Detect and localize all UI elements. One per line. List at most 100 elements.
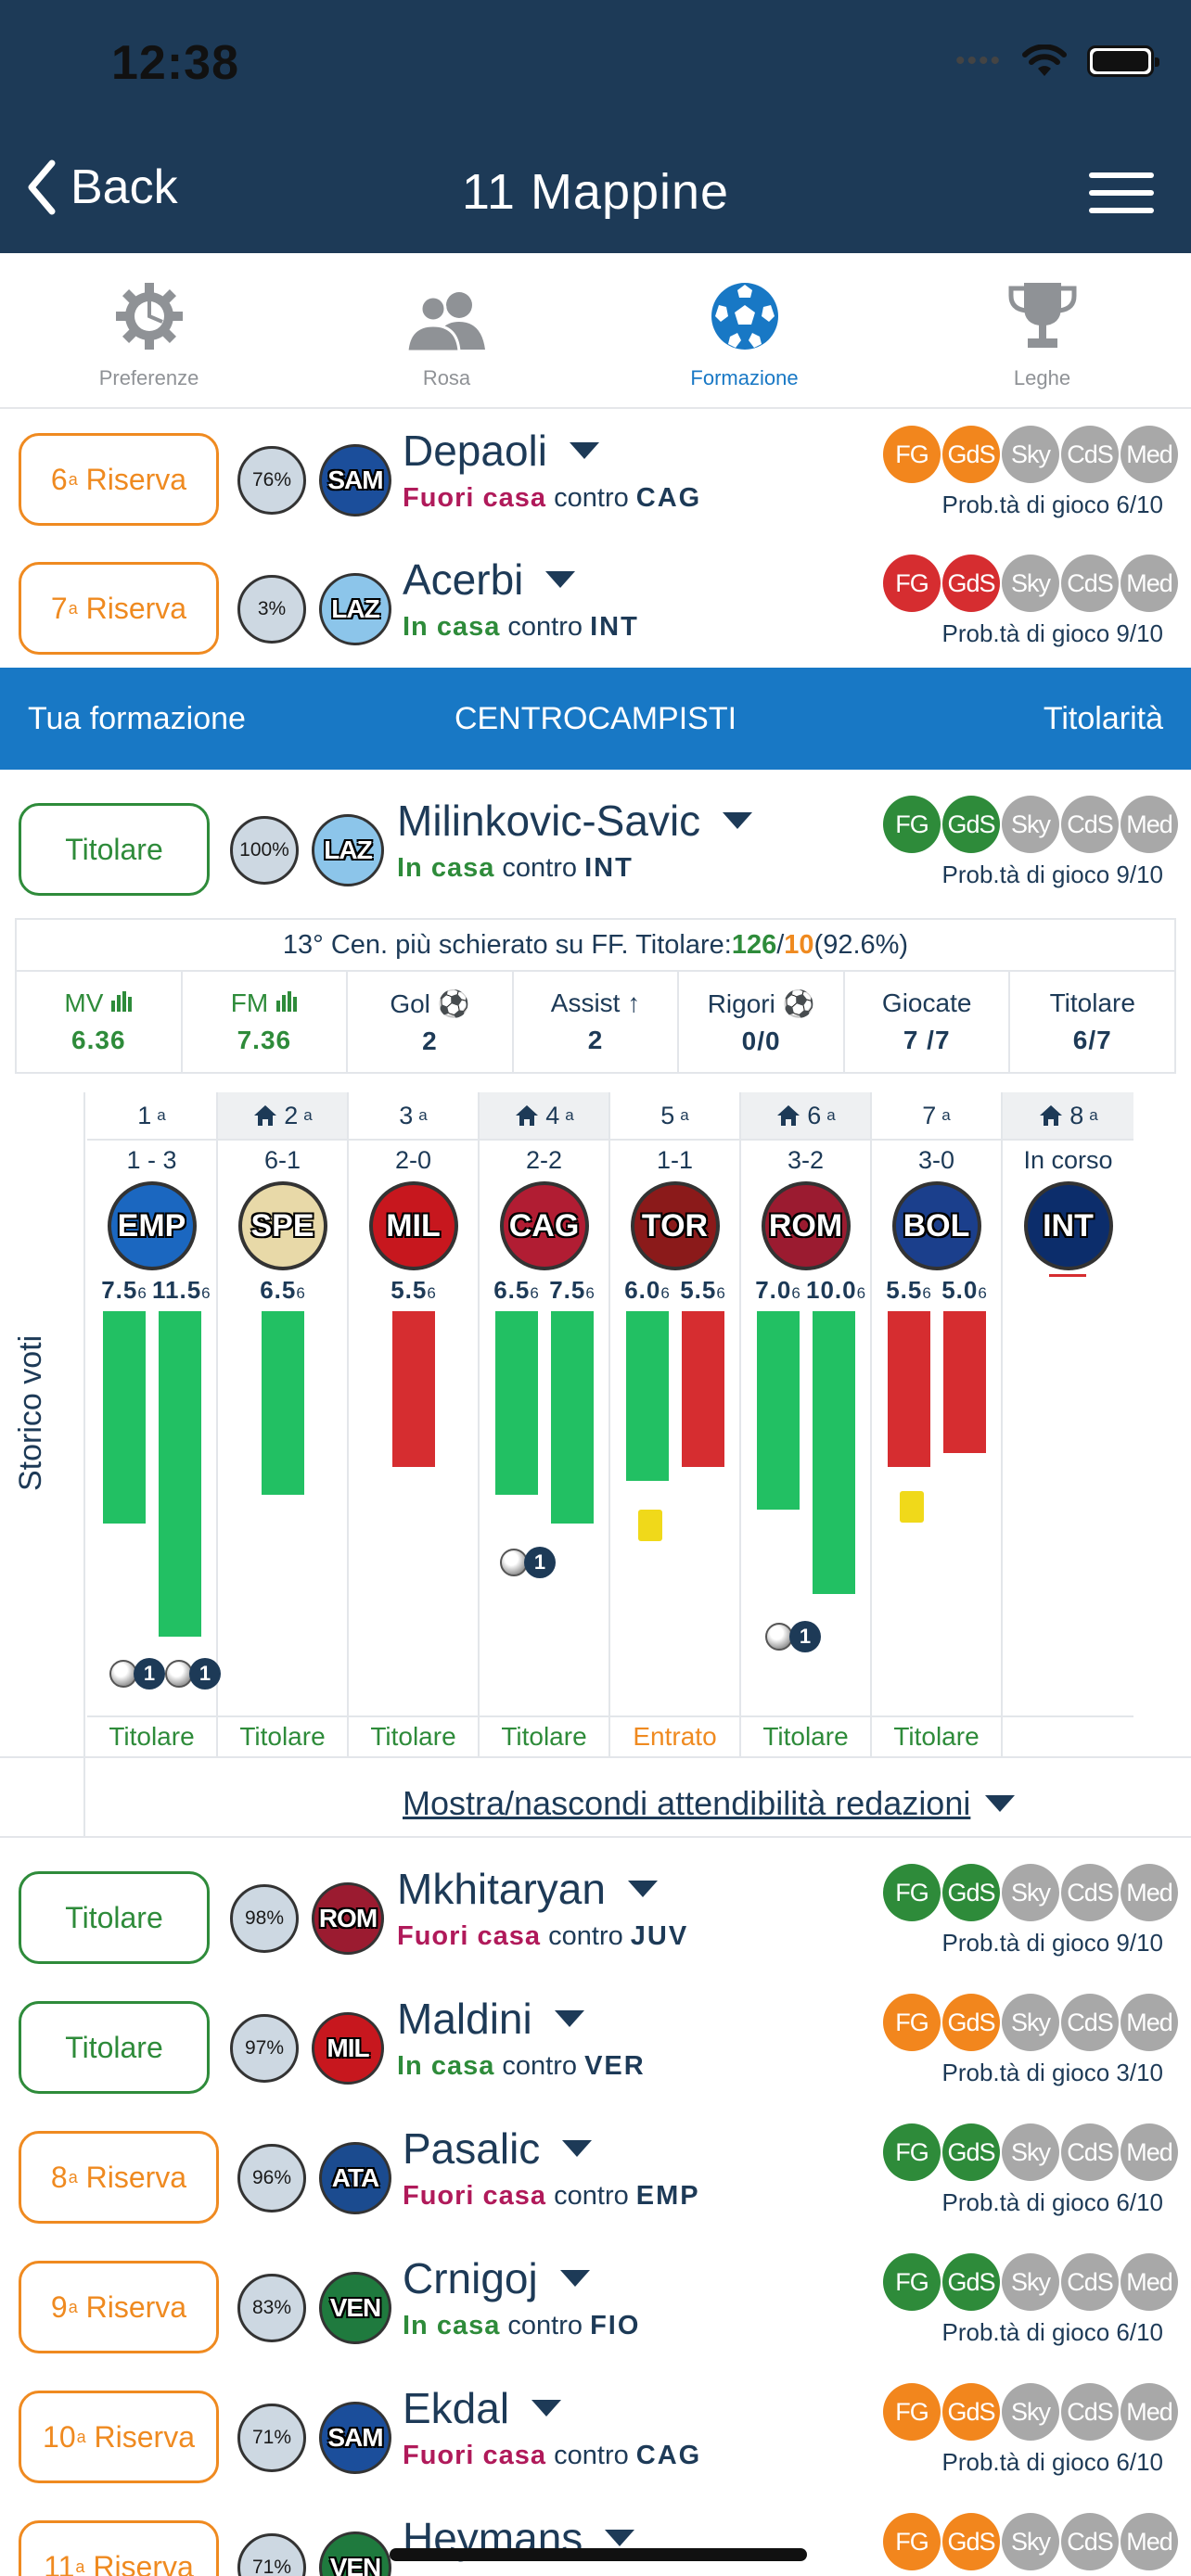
source-badge: CdS	[1061, 426, 1119, 483]
match-column[interactable]: 7 a 3-0 BOL 5.56 5.06 Titolare	[872, 1092, 1003, 1756]
role-button[interactable]: Titolare	[19, 2001, 210, 2094]
source-badge: GdS	[942, 2123, 1000, 2181]
role-button[interactable]: Titolare	[19, 1871, 210, 1964]
match-info: In casa contro INT	[397, 853, 634, 883]
tab-preferenze[interactable]: Preferenze	[0, 253, 298, 407]
vote-value: 6.56	[260, 1276, 306, 1304]
ownership-badge: 98%	[230, 1884, 299, 1953]
source-badge: FG	[883, 426, 941, 483]
tab-rosa[interactable]: Rosa	[298, 253, 596, 407]
match-result: 3-0	[917, 1145, 955, 1174]
hamburger-menu-icon[interactable]	[1089, 172, 1154, 213]
player-name[interactable]: Crnigoj	[403, 2253, 590, 2303]
section-banner: Tua formazione CENTROCAMPISTI Titolarità	[0, 668, 1191, 770]
home-indicator	[390, 2548, 807, 2561]
source-badge: FG	[883, 1994, 941, 2051]
player-row[interactable]: 10 a Riserva 71% SAM Ekdal Fuori casa contro …	[0, 2366, 1191, 2496]
goal-count: 1	[789, 1621, 821, 1652]
match-status: Titolare	[741, 1715, 870, 1756]
ownership-badge: 100%	[230, 816, 299, 885]
chevron-down-icon	[545, 571, 576, 588]
source-badge: FG	[883, 796, 941, 853]
match-column[interactable]: 8 a In corso INT	[1003, 1092, 1133, 1756]
source-badge: CdS	[1061, 1864, 1119, 1921]
tab-label: Formazione	[690, 366, 799, 389]
featured-player-row[interactable]: Titolare 100% LAZ Milinkovic-Savic In ca…	[0, 779, 1191, 909]
tab-leghe[interactable]: Leghe	[893, 253, 1191, 407]
chevron-down-icon	[627, 1881, 658, 1897]
stats-summary: 13° Cen. più schierato su FF. Titolare: …	[17, 920, 1174, 972]
match-column[interactable]: 5 a 1-1 TOR 6.06 5.56 Entrato	[610, 1092, 741, 1756]
match-column[interactable]: 4 a 2-2 CAG 6.56 7.56 1 Titolare	[480, 1092, 610, 1756]
toggle-reliability-link[interactable]: Mostra/nascondi attendibilità redazioni	[403, 1784, 1016, 1823]
vote-value: 7.06	[755, 1276, 801, 1304]
player-row[interactable]: Titolare 97% MIL Maldini In casa contro VER F…	[0, 1977, 1191, 2107]
source-badge: Med	[1121, 426, 1178, 483]
page-title: 11 Mappine	[461, 164, 730, 220]
sources-row: FG GdS Sky CdS Med	[883, 2123, 1178, 2181]
battery-icon	[1087, 45, 1159, 77]
match-info: Fuori casa contro EMP	[403, 2181, 700, 2211]
ball-icon: ⚽	[437, 988, 470, 1018]
stat-goals: Gol ⚽ 2	[348, 972, 514, 1072]
history-label: Storico voti	[13, 1334, 48, 1491]
tab-formazione[interactable]: Formazione	[596, 253, 893, 407]
back-button[interactable]: Back	[26, 159, 178, 215]
source-badge: CdS	[1061, 555, 1119, 612]
ownership-badge: 76%	[237, 446, 306, 515]
match-result: In corso	[1023, 1145, 1113, 1174]
banner-left: Tua formazione	[28, 700, 246, 736]
team-logo: ATA	[319, 2142, 391, 2214]
player-name[interactable]: Mkhitaryan	[397, 1864, 658, 1914]
users-icon	[404, 292, 485, 353]
role-button[interactable]: Titolare	[19, 803, 210, 896]
opponent-logo: MIL	[368, 1181, 458, 1270]
chevron-down-icon	[531, 2400, 562, 2417]
sources-row: FG GdS Sky CdS Med	[883, 2513, 1178, 2570]
source-badge: GdS	[942, 2383, 1000, 2441]
match-column[interactable]: 3 a 2-0 MIL 5.56 Titolare	[349, 1092, 480, 1756]
player-name[interactable]: Depaoli	[403, 426, 599, 476]
player-name[interactable]: Maldini	[397, 1994, 584, 2044]
role-button[interactable]: 10 a Riserva	[19, 2391, 219, 2483]
source-badge: FG	[883, 2253, 941, 2311]
chevron-down-icon	[723, 812, 753, 829]
vote-value: 6.06	[624, 1276, 671, 1304]
ownership-badge: 71%	[237, 2404, 306, 2472]
match-column[interactable]: 2 a 6-1 SPE 6.56 Titolare	[218, 1092, 349, 1756]
home-icon	[1040, 1105, 1063, 1126]
sources-row: FG GdS Sky CdS Med	[883, 426, 1178, 483]
source-badge: CdS	[1061, 1994, 1119, 2051]
sources-row: FG GdS Sky CdS Med	[883, 2253, 1178, 2311]
match-column[interactable]: 6 a 3-2 ROM 7.06 10.06 1 Titolare	[741, 1092, 872, 1756]
vote-value: 6.56	[493, 1276, 540, 1304]
source-badge: CdS	[1061, 796, 1119, 853]
source-badge: Sky	[1002, 1994, 1059, 2051]
player-name[interactable]: Pasalic	[403, 2123, 593, 2174]
player-row[interactable]: Titolare 98% ROM Mkhitaryan Fuori casa contr…	[0, 1847, 1191, 1977]
player-name[interactable]: Acerbi	[403, 555, 576, 605]
role-button[interactable]: 11 a Riserva	[19, 2520, 219, 2576]
vote-bar	[626, 1311, 669, 1481]
player-name[interactable]: Ekdal	[403, 2383, 562, 2433]
opponent-logo: INT	[1023, 1181, 1113, 1270]
match-result: 2-2	[525, 1145, 563, 1174]
source-badge: Sky	[1002, 2513, 1059, 2570]
team-logo: ROM	[312, 1882, 384, 1955]
player-name[interactable]: Milinkovic-Savic	[397, 796, 753, 846]
